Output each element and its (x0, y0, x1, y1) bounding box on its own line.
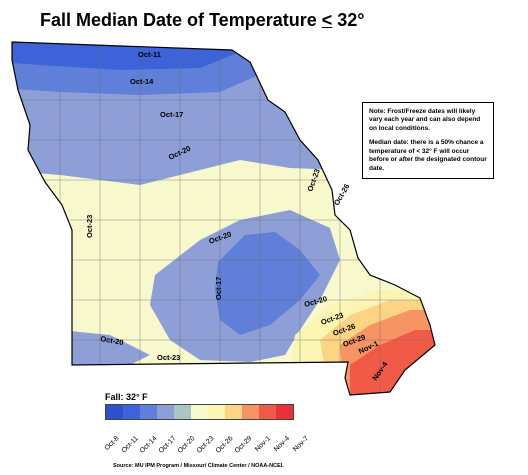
legend-swatch (140, 405, 157, 419)
contour-label: Oct-20 (100, 334, 125, 347)
title-prefix: Fall Median Date of Temperature (40, 10, 322, 30)
map-title: Fall Median Date of Temperature < 32° (40, 10, 364, 31)
legend-color-bar (105, 404, 294, 420)
zone-oct-17-south (215, 232, 320, 335)
legend-swatch (259, 405, 276, 419)
title-symbol: < (321, 10, 333, 30)
legend-swatch (106, 405, 123, 419)
contour-label: Oct-11 (138, 50, 161, 59)
frost-note-box: Note: Frost/Freeze dates will likely var… (362, 102, 494, 180)
contour-label: Oct-26 (332, 182, 351, 207)
legend-label: Oct-8 (103, 435, 121, 453)
state-outline (11, 41, 436, 396)
legend-swatch (208, 405, 225, 419)
contour-label: Oct-17 (160, 110, 183, 119)
contour-label: Oct-17 (214, 277, 223, 300)
note-median-definition: Median date: there is a 50% chance a tem… (369, 139, 487, 172)
legend-swatch (157, 405, 174, 419)
legend-swatch (242, 405, 259, 419)
title-suffix: 32° (332, 10, 365, 30)
legend-swatch (123, 405, 140, 419)
contour-label: Oct-14 (130, 77, 154, 86)
legend-swatch (276, 405, 293, 419)
legend-title: Fall: 32° F (105, 392, 148, 402)
legend-labels: Oct-8 Oct-11 Oct-14 Oct-17 Oct-20 Oct-23 Oct-2… (103, 420, 314, 455)
legend-swatch (174, 405, 191, 419)
note-variability: Note: Frost/Freeze dates will likely var… (369, 108, 481, 132)
zone-oct-11-north (12, 42, 280, 70)
contour-label: Oct-23 (85, 215, 94, 238)
legend-swatch (191, 405, 208, 419)
legend-swatch (225, 405, 242, 419)
source-credit: Source: MU IPM Program / Missouri Climat… (113, 463, 284, 469)
contour-label: Oct-23 (157, 353, 180, 362)
